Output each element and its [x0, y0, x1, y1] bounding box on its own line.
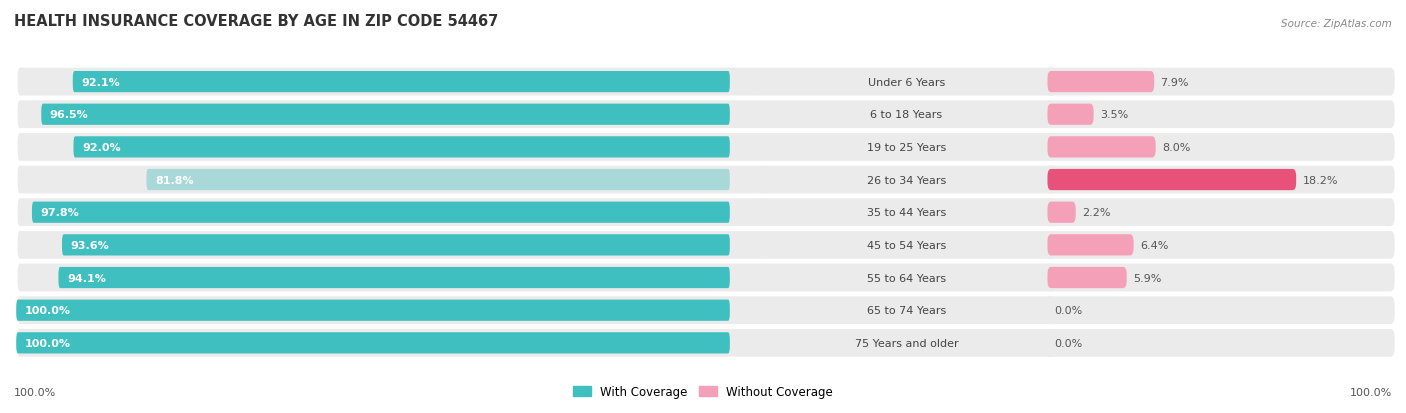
Text: 6 to 18 Years: 6 to 18 Years [870, 110, 942, 120]
FancyBboxPatch shape [1045, 134, 1395, 161]
FancyBboxPatch shape [1045, 199, 1395, 227]
FancyBboxPatch shape [1045, 297, 1395, 324]
Text: 2.2%: 2.2% [1083, 208, 1111, 218]
FancyBboxPatch shape [1045, 166, 1395, 194]
Text: 100.0%: 100.0% [14, 387, 56, 397]
FancyBboxPatch shape [761, 101, 1053, 129]
Text: HEALTH INSURANCE COVERAGE BY AGE IN ZIP CODE 54467: HEALTH INSURANCE COVERAGE BY AGE IN ZIP … [14, 14, 498, 29]
Text: 18.2%: 18.2% [1302, 175, 1339, 185]
FancyBboxPatch shape [761, 264, 1053, 292]
FancyBboxPatch shape [1047, 235, 1133, 256]
FancyBboxPatch shape [761, 69, 1053, 96]
FancyBboxPatch shape [18, 297, 762, 324]
FancyBboxPatch shape [18, 69, 762, 96]
FancyBboxPatch shape [18, 166, 762, 194]
Text: 75 Years and older: 75 Years and older [855, 338, 959, 348]
Text: 3.5%: 3.5% [1099, 110, 1128, 120]
FancyBboxPatch shape [1047, 169, 1296, 191]
FancyBboxPatch shape [1045, 101, 1395, 129]
Text: 97.8%: 97.8% [41, 208, 79, 218]
Text: 96.5%: 96.5% [49, 110, 89, 120]
Text: 100.0%: 100.0% [1350, 387, 1392, 397]
Text: Source: ZipAtlas.com: Source: ZipAtlas.com [1281, 19, 1392, 29]
FancyBboxPatch shape [17, 300, 730, 321]
Text: 5.9%: 5.9% [1133, 273, 1161, 283]
FancyBboxPatch shape [41, 104, 730, 126]
Text: 92.1%: 92.1% [82, 77, 120, 88]
FancyBboxPatch shape [18, 231, 762, 259]
FancyBboxPatch shape [18, 329, 762, 357]
Text: 8.0%: 8.0% [1161, 142, 1191, 152]
Text: 65 to 74 Years: 65 to 74 Years [868, 306, 946, 316]
FancyBboxPatch shape [1047, 104, 1094, 126]
FancyBboxPatch shape [18, 101, 762, 129]
Text: 0.0%: 0.0% [1054, 338, 1083, 348]
FancyBboxPatch shape [1045, 264, 1395, 292]
FancyBboxPatch shape [1047, 72, 1154, 93]
Text: 94.1%: 94.1% [67, 273, 105, 283]
Text: 26 to 34 Years: 26 to 34 Years [868, 175, 946, 185]
Text: 100.0%: 100.0% [25, 306, 70, 316]
Text: 0.0%: 0.0% [1054, 306, 1083, 316]
FancyBboxPatch shape [18, 134, 762, 161]
Legend: With Coverage, Without Coverage: With Coverage, Without Coverage [568, 381, 838, 403]
FancyBboxPatch shape [1047, 137, 1156, 158]
Text: 93.6%: 93.6% [70, 240, 110, 250]
Text: Under 6 Years: Under 6 Years [868, 77, 945, 88]
Text: 92.0%: 92.0% [82, 142, 121, 152]
Text: 19 to 25 Years: 19 to 25 Years [868, 142, 946, 152]
FancyBboxPatch shape [59, 267, 730, 288]
Text: 81.8%: 81.8% [155, 175, 194, 185]
Text: 100.0%: 100.0% [25, 338, 70, 348]
FancyBboxPatch shape [761, 297, 1053, 324]
FancyBboxPatch shape [1047, 202, 1076, 223]
FancyBboxPatch shape [1045, 231, 1395, 259]
FancyBboxPatch shape [761, 329, 1053, 357]
FancyBboxPatch shape [146, 169, 730, 191]
FancyBboxPatch shape [73, 72, 730, 93]
FancyBboxPatch shape [761, 134, 1053, 161]
FancyBboxPatch shape [1045, 329, 1395, 357]
Text: 55 to 64 Years: 55 to 64 Years [868, 273, 946, 283]
FancyBboxPatch shape [18, 199, 762, 227]
FancyBboxPatch shape [761, 166, 1053, 194]
Text: 6.4%: 6.4% [1140, 240, 1168, 250]
FancyBboxPatch shape [62, 235, 730, 256]
Text: 7.9%: 7.9% [1160, 77, 1189, 88]
FancyBboxPatch shape [73, 137, 730, 158]
FancyBboxPatch shape [17, 332, 730, 354]
FancyBboxPatch shape [761, 231, 1053, 259]
Text: 45 to 54 Years: 45 to 54 Years [868, 240, 946, 250]
FancyBboxPatch shape [32, 202, 730, 223]
FancyBboxPatch shape [18, 264, 762, 292]
Text: 35 to 44 Years: 35 to 44 Years [868, 208, 946, 218]
FancyBboxPatch shape [1045, 69, 1395, 96]
FancyBboxPatch shape [761, 199, 1053, 227]
FancyBboxPatch shape [1047, 267, 1126, 288]
